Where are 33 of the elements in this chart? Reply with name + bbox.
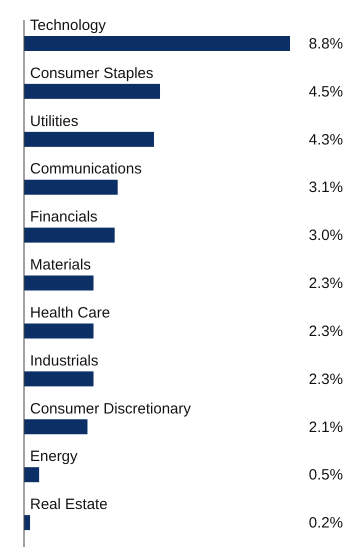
bar [24,132,154,147]
bar [24,36,290,51]
y-tick-label: Energy [30,448,78,466]
y-tick-label: Consumer Staples [30,64,154,82]
data-label: 3.1% [308,179,343,196]
data-label: 4.3% [308,131,343,148]
bar [24,84,160,99]
y-tick-label: Financials [30,208,98,226]
bar [24,467,40,482]
y-tick-label: Utilities [30,112,78,130]
data-label: 8.8% [308,36,343,52]
data-label: 2.3% [308,275,343,292]
bar [24,180,118,195]
data-label: 2.1% [308,418,343,436]
data-label: 0.2% [308,514,343,532]
y-tick-label: Technology [30,17,106,34]
y-tick-label: Materials [30,256,91,274]
y-tick-label: Health Care [30,304,110,322]
y-tick-label: Industrials [30,352,98,370]
y-tick-label: Real Estate [30,496,108,514]
bar [24,276,94,291]
bar [24,371,94,386]
y-tick-label: Communications [30,160,142,178]
data-label: 2.3% [308,322,343,340]
data-label: 0.5% [308,466,343,484]
bar [24,323,94,338]
data-label: 3.0% [308,227,343,244]
data-label: 2.3% [308,370,343,388]
bar [24,228,115,243]
bar [24,515,30,530]
data-label: 4.5% [308,83,343,100]
y-tick-label: Consumer Discretionary [30,400,192,418]
bar [24,419,88,434]
